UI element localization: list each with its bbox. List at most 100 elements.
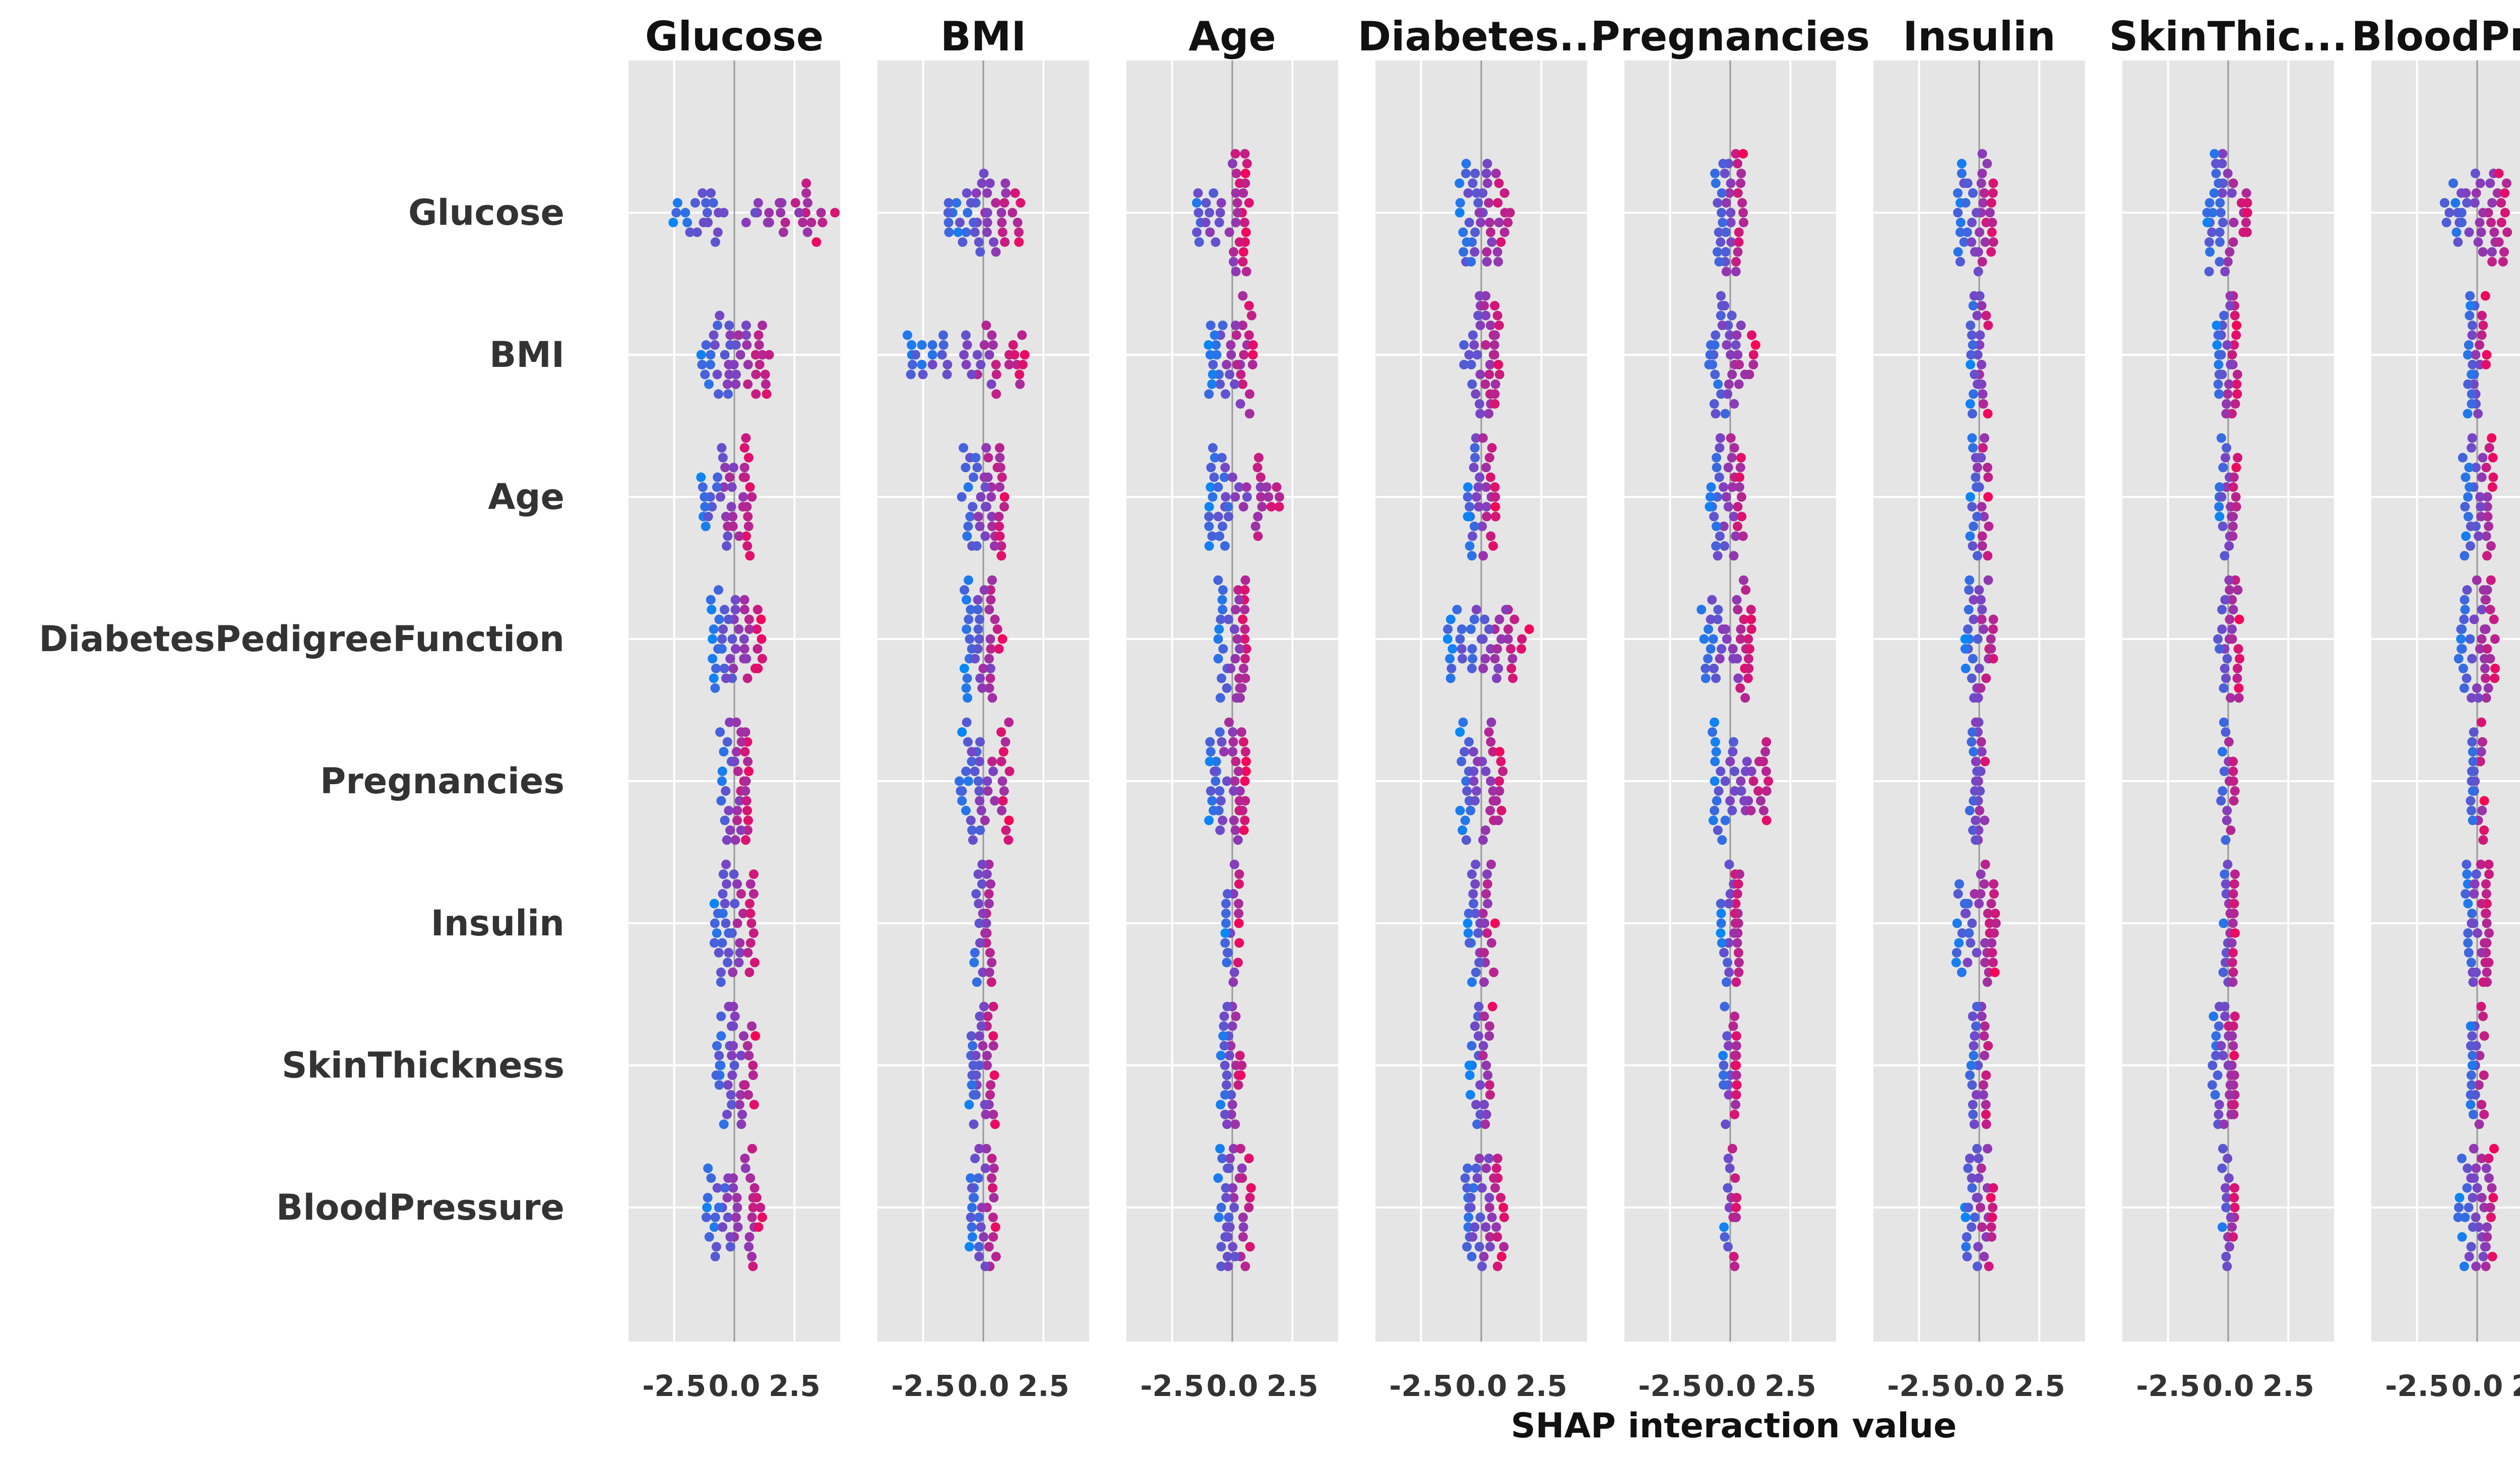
data-point <box>967 1232 977 1242</box>
data-point <box>1970 247 1980 257</box>
data-point <box>2212 340 2222 350</box>
data-point <box>1482 869 1492 879</box>
data-point <box>2214 1109 2224 1119</box>
data-point <box>955 218 965 227</box>
data-point <box>1733 947 1743 958</box>
data-point <box>1479 1011 1489 1022</box>
data-point <box>712 928 722 938</box>
x-tick-label: -2.5 <box>1638 1369 1702 1403</box>
data-point <box>1216 796 1226 806</box>
data-point <box>2489 614 2499 624</box>
data-point <box>2439 198 2449 208</box>
data-point <box>1723 1242 1733 1252</box>
data-point <box>1233 767 1243 776</box>
data-point <box>1988 958 1998 968</box>
data-point <box>1488 541 1498 551</box>
data-point <box>1973 1242 1983 1252</box>
data-point <box>1492 1154 1502 1164</box>
data-point <box>2234 683 2244 693</box>
data-point <box>1016 198 1026 208</box>
data-point <box>708 634 718 644</box>
data-point <box>1241 756 1251 767</box>
data-point <box>1496 805 1506 815</box>
data-point <box>1482 247 1492 257</box>
data-point <box>737 1109 747 1119</box>
data-point <box>1972 1261 1982 1272</box>
data-point <box>724 947 734 958</box>
data-point <box>1977 1011 1987 1022</box>
data-point <box>1238 737 1248 747</box>
data-point <box>1231 188 1241 198</box>
data-point <box>741 776 751 786</box>
data-point <box>1460 1173 1470 1183</box>
data-point <box>1721 247 1731 257</box>
data-point <box>703 1193 713 1202</box>
data-point <box>1987 1232 1997 1242</box>
data-point <box>2228 178 2238 188</box>
data-point <box>1720 776 1730 786</box>
data-point <box>1987 938 1997 948</box>
data-point <box>1727 369 1737 379</box>
data-point <box>736 889 746 899</box>
data-point <box>1730 909 1740 918</box>
data-point <box>1467 551 1477 561</box>
data-point <box>1726 178 1736 188</box>
data-point <box>943 218 954 227</box>
data-point <box>2477 899 2487 909</box>
data-point <box>720 350 730 360</box>
data-point <box>725 717 735 727</box>
data-point <box>1722 977 1731 987</box>
data-point <box>1714 472 1724 482</box>
data-point <box>801 208 811 218</box>
data-point <box>991 369 1001 379</box>
data-point <box>987 575 997 585</box>
data-point <box>2456 634 2466 644</box>
data-point <box>956 786 966 796</box>
data-point <box>2457 1232 2467 1242</box>
data-point <box>2480 1242 2490 1252</box>
data-point <box>2241 218 2251 227</box>
data-point <box>1955 257 1965 267</box>
data-point <box>733 1222 743 1232</box>
data-point <box>2220 1011 2230 1022</box>
data-point <box>2460 595 2470 605</box>
data-point <box>1217 595 1227 605</box>
x-tick-label: 2.5 <box>1267 1369 1318 1403</box>
data-point <box>1224 227 1234 237</box>
data-point <box>1982 977 1992 987</box>
data-point <box>1238 257 1248 267</box>
data-point <box>961 767 971 776</box>
data-point <box>1232 198 1242 208</box>
data-point <box>758 350 768 360</box>
data-point <box>1962 227 1972 237</box>
data-point <box>2224 1031 2234 1041</box>
x-tick-label: -2.5 <box>642 1369 706 1403</box>
data-point <box>2232 369 2242 379</box>
data-point <box>1716 389 1726 399</box>
data-point <box>1760 747 1771 757</box>
data-point <box>1275 492 1284 502</box>
data-point <box>1484 1193 1494 1202</box>
data-point <box>974 786 984 796</box>
data-point <box>1231 321 1241 331</box>
data-point <box>1191 198 1202 208</box>
data-point <box>704 379 714 389</box>
data-point <box>1731 899 1741 909</box>
data-point <box>2217 188 2227 198</box>
data-point <box>970 947 980 958</box>
data-point <box>2218 149 2228 159</box>
data-point <box>753 198 763 208</box>
data-point <box>943 208 953 218</box>
data-point <box>966 605 976 615</box>
data-point <box>722 1193 732 1202</box>
data-point <box>1746 614 1756 624</box>
data-point <box>744 1051 754 1060</box>
data-point <box>1731 1031 1741 1041</box>
data-point <box>1206 463 1216 473</box>
data-point <box>975 737 985 747</box>
data-point <box>1731 257 1741 267</box>
data-point <box>2227 1222 2237 1232</box>
data-point <box>738 909 748 918</box>
data-point <box>721 673 731 683</box>
data-point <box>1486 321 1495 331</box>
